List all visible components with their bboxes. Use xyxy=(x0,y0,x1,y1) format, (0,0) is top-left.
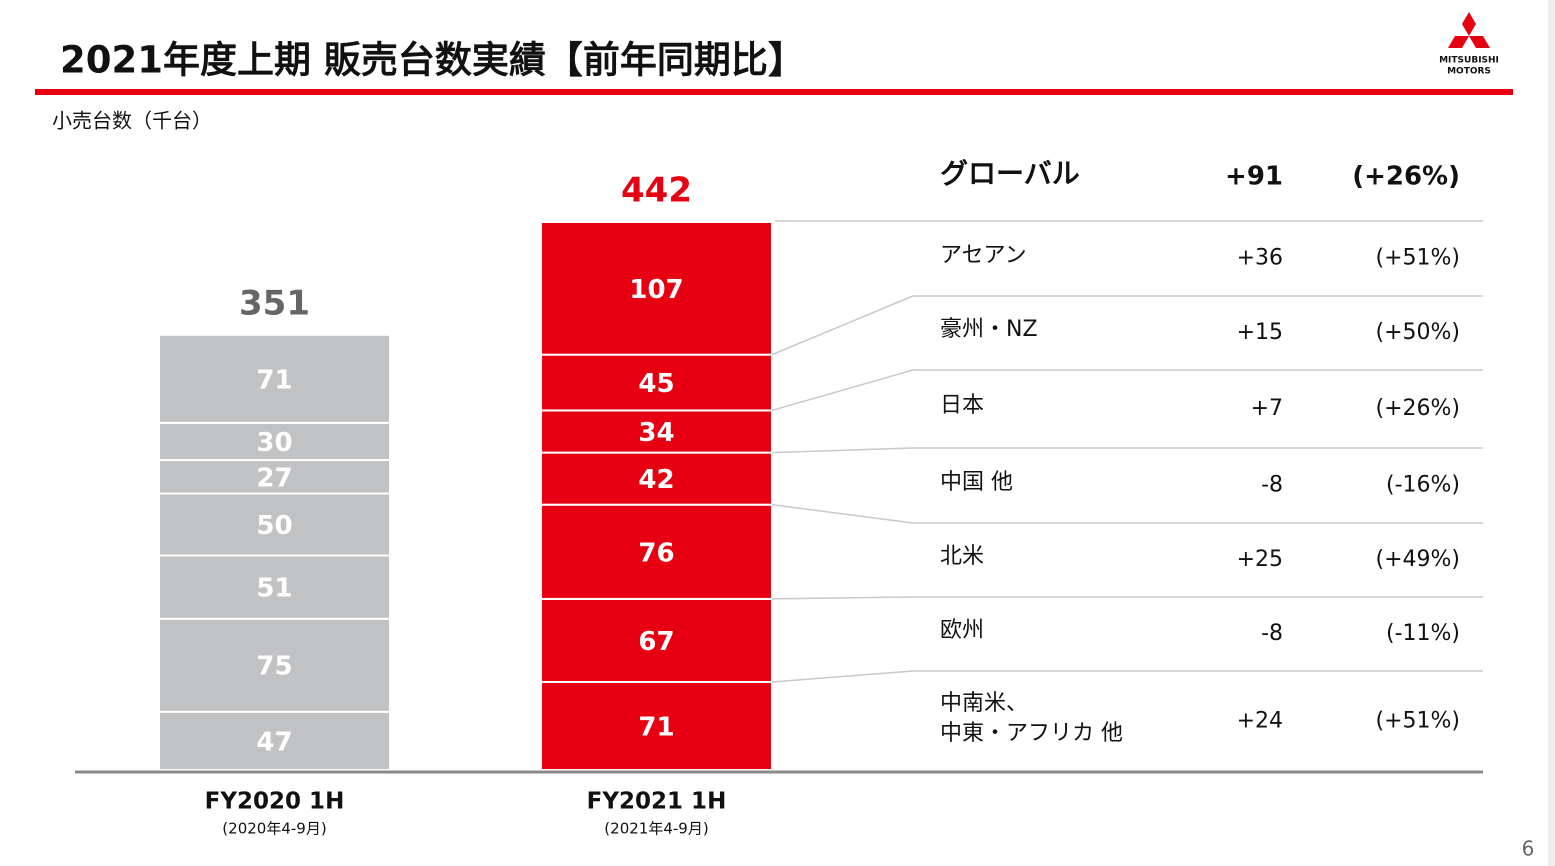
bar-segment xyxy=(540,451,773,506)
segment-label: 27 xyxy=(256,463,292,493)
slide-title: 2021年度上期 販売台数実績【前年同期比】 xyxy=(60,39,805,82)
bar-segment xyxy=(540,353,773,412)
segment-label: 75 xyxy=(256,652,292,682)
x-tick-sublabel: (2020年4-9月) xyxy=(222,820,326,838)
region-name: 日本 xyxy=(940,393,985,418)
region-pct: (-16%) xyxy=(1386,473,1460,498)
logo-mark xyxy=(1448,12,1490,48)
logo-text: MITSUBISHI xyxy=(1439,56,1499,66)
region-change: -8 xyxy=(1261,473,1283,498)
global-pct: (+26%) xyxy=(1352,162,1460,192)
region-change: +24 xyxy=(1237,709,1283,734)
title-rule xyxy=(35,89,1513,95)
bar-segment xyxy=(540,680,773,771)
segment-label: 71 xyxy=(638,712,674,742)
region-name: 欧州 xyxy=(940,618,985,643)
connector xyxy=(771,369,914,412)
region-pct: (+26%) xyxy=(1376,396,1461,421)
chart-subtitle: 小売台数（千台） xyxy=(52,109,212,133)
region-name: 中南米、 中東・アフリカ 他 xyxy=(940,690,1123,746)
connector xyxy=(771,503,914,524)
region-pct: (+49%) xyxy=(1376,547,1461,572)
segment-label: 34 xyxy=(638,418,674,448)
global-change: +91 xyxy=(1225,162,1283,192)
bar-segment xyxy=(158,459,391,495)
bar-segment xyxy=(158,421,391,462)
bar-segment xyxy=(540,597,773,683)
bar-segment xyxy=(540,409,773,454)
bar-segment xyxy=(540,503,773,600)
segment-label: 67 xyxy=(638,627,674,657)
edge xyxy=(1548,0,1555,866)
segment-label: 45 xyxy=(638,369,674,399)
segment-label: 76 xyxy=(638,538,674,568)
bar-segment xyxy=(540,221,773,356)
page-number: 6 xyxy=(1522,837,1535,861)
region-change: +7 xyxy=(1251,396,1283,421)
total-label: 442 xyxy=(621,171,692,211)
x-tick-sublabel: (2021年4-9月) xyxy=(604,820,708,838)
connector xyxy=(771,596,914,600)
segment-label: 71 xyxy=(256,365,292,395)
region-pct: (+51%) xyxy=(1376,246,1461,271)
logo-text: MOTORS xyxy=(1447,67,1491,77)
segment-label: 51 xyxy=(256,574,292,604)
region-name: アセアン xyxy=(940,242,1027,268)
region-name: 北米 xyxy=(940,544,985,569)
bar-segment xyxy=(158,710,391,772)
segment-label: 30 xyxy=(256,428,292,458)
region-name: 豪州・NZ xyxy=(940,317,1038,342)
segment-label: 42 xyxy=(638,465,674,495)
bar-segment xyxy=(158,333,391,424)
connector xyxy=(771,295,914,356)
x-tick-label: FY2021 1H xyxy=(587,789,727,815)
bar-segment xyxy=(158,492,391,557)
segment-label: 50 xyxy=(256,511,292,541)
bar-segment xyxy=(158,617,391,713)
connector xyxy=(771,670,914,683)
region-change: +25 xyxy=(1237,547,1283,572)
region-change: -8 xyxy=(1261,621,1283,646)
x-tick-label: FY2020 1H xyxy=(205,789,345,815)
segment-label: 47 xyxy=(256,727,292,757)
connector xyxy=(771,447,914,454)
region-pct: (+51%) xyxy=(1376,709,1461,734)
segment-label: 107 xyxy=(629,275,683,305)
region-change: +15 xyxy=(1237,320,1283,345)
region-pct: (+50%) xyxy=(1376,320,1461,345)
total-label: 351 xyxy=(239,283,310,323)
region-pct: (-11%) xyxy=(1386,621,1460,646)
region-change: +36 xyxy=(1237,246,1283,271)
region-name: 中国 他 xyxy=(940,469,1013,495)
global-name: グローバル xyxy=(940,157,1080,190)
